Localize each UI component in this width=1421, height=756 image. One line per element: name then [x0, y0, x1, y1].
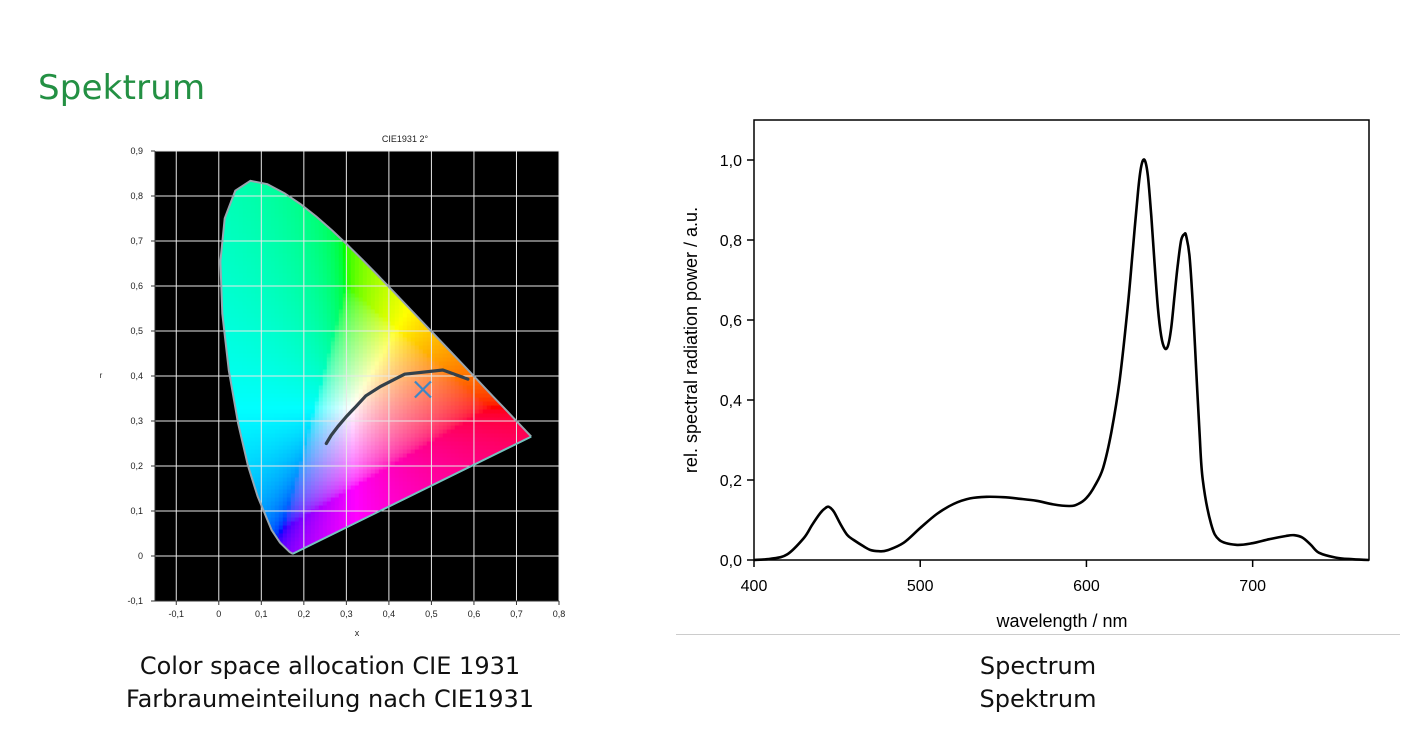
- x-axis-ticks: 400 500 600 700: [741, 560, 1266, 595]
- y-axis-ticks: 0,9 0,8 0,7 0,6 0,5 0,4 0,3 0,2 0,1 0 -0,1: [127, 146, 155, 606]
- spectrum-y-tick-label: 0,4: [720, 393, 742, 410]
- cie-x-tick-label: 0,6: [468, 609, 481, 619]
- cie-caption: Color space allocation CIE 1931 Farbraum…: [60, 650, 600, 716]
- spectrum-y-tick-label: 1,0: [720, 153, 742, 170]
- cie-y-tick-label: 0,8: [130, 191, 143, 201]
- color-point-marker: [414, 380, 432, 399]
- cie-x-tick-label: 0,2: [298, 609, 311, 619]
- spectrum-x-tick-label: 600: [1073, 578, 1100, 595]
- spectral-locus: [219, 179, 532, 555]
- cie-x-axis-label: x: [355, 628, 360, 638]
- color-point-x-mark: [414, 380, 432, 399]
- cie-caption-line-2: Farbraumeinteilung nach CIE1931: [125, 685, 535, 713]
- purple-line: [292, 435, 532, 555]
- spectrum-caption: Spectrum Spektrum: [838, 650, 1238, 716]
- spectrum-y-tick-label: 0,2: [720, 473, 742, 490]
- planckian-locus: [324, 368, 470, 446]
- caption-separator: [676, 634, 1400, 635]
- spectrum-y-tick-label: 0,0: [720, 553, 742, 570]
- cie-y-tick-label: 0,1: [130, 506, 143, 516]
- spectrum-plot-frame: [753, 119, 1370, 561]
- x-axis-ticks: -0,1 0 0,1 0,2 0,3 0,4 0,5 0,6 0,7 0,8: [169, 601, 566, 619]
- cie-y-tick-label: 0,4: [130, 371, 143, 381]
- page-title: Spektrum: [38, 68, 206, 108]
- spectrum-y-axis-label: rel. spectral radiation power / a.u.: [681, 207, 701, 473]
- spectrum-caption-line-1: Spectrum: [979, 652, 1097, 680]
- cie-x-tick-label: -0,1: [169, 609, 185, 619]
- spectrum-x-tick-label: 400: [741, 578, 768, 595]
- spectrum-x-tick-label: 700: [1239, 578, 1266, 595]
- cie-x-tick-label: 0,5: [425, 609, 438, 619]
- cie-y-tick-label: 0,2: [130, 461, 143, 471]
- spectrum-x-axis-label: wavelength / nm: [995, 611, 1127, 631]
- spectrum-y-tick-label: 0,8: [720, 233, 742, 250]
- spectrum-series-line: [753, 158, 1370, 562]
- cie-x-tick-label: 0: [216, 609, 221, 619]
- cie-caption-line-1: Color space allocation CIE 1931: [139, 652, 521, 680]
- cie-y-tick-label: 0,7: [130, 236, 143, 246]
- cie-x-tick-label: 0,7: [510, 609, 523, 619]
- cie-chromaticity-chart: CIE1931 2° -0,1 0 0,1 0,2 0,3 0,4 0,5 0,6 0,7 0,8…: [100, 134, 566, 638]
- cie-y-tick-label: 0: [138, 551, 143, 561]
- spectrum-x-tick-label: 500: [907, 578, 934, 595]
- cie-x-tick-label: 0,1: [255, 609, 268, 619]
- cie-y-axis-label: r: [100, 371, 103, 380]
- cie-chart-title: CIE1931 2°: [382, 134, 429, 144]
- cie-x-tick-label: 0,8: [553, 609, 566, 619]
- cie-y-tick-label: 0,6: [130, 281, 143, 291]
- cie-y-tick-label: 0,9: [130, 146, 143, 156]
- cie-x-tick-label: 0,4: [383, 609, 396, 619]
- spectrum-y-tick-label: 0,6: [720, 313, 742, 330]
- cie-y-tick-label: 0,3: [130, 416, 143, 426]
- cie-y-tick-label: -0,1: [127, 596, 143, 606]
- y-axis-ticks: 0,0 0,2 0,4 0,6 0,8 1,0: [720, 153, 754, 570]
- cie-x-tick-label: 0,3: [340, 609, 353, 619]
- spectrum-caption-line-2: Spektrum: [979, 685, 1097, 713]
- spectrum-chart: 400 500 600 700 0,0 0,2 0,4 0,6 0,8 1,0 waveleng…: [681, 119, 1370, 631]
- cie-y-tick-label: 0,5: [130, 326, 143, 336]
